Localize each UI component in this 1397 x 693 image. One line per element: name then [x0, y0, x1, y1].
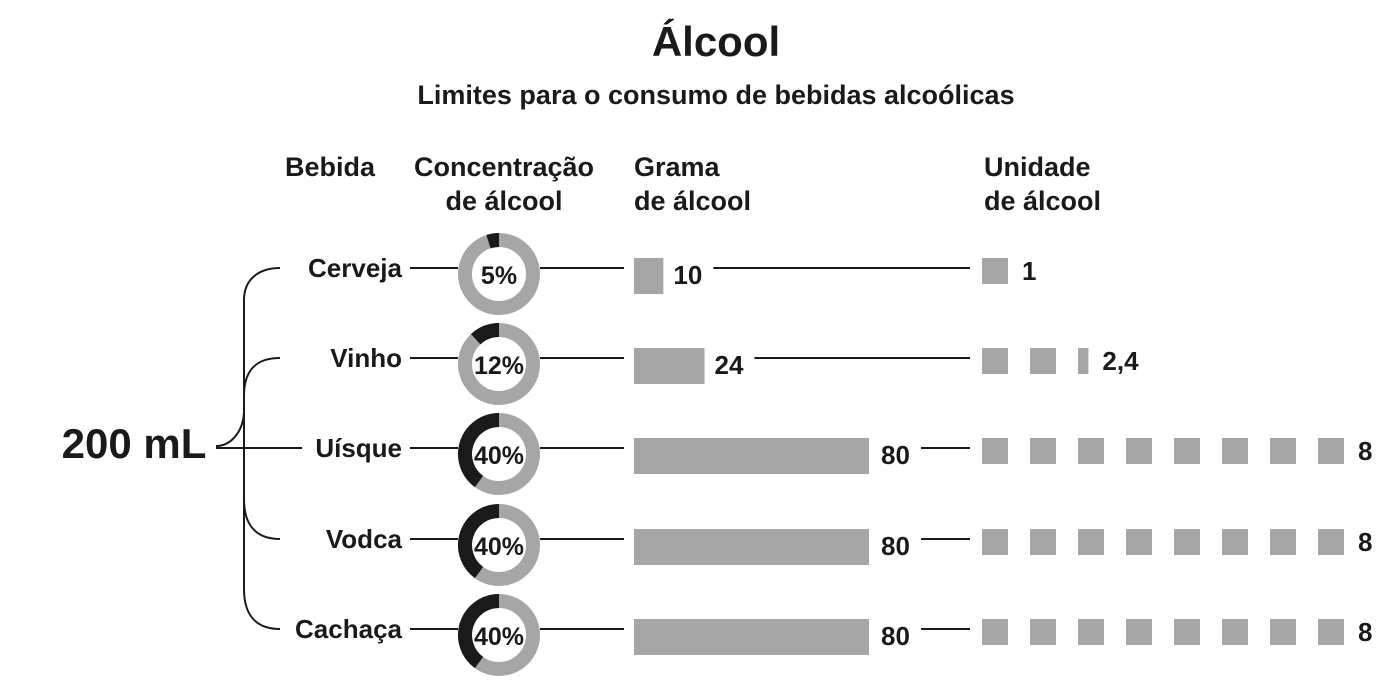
header-bebida: Bebida: [285, 152, 376, 182]
brace-branch-vinho: [243, 357, 281, 397]
brace-branch-cachaça: [243, 588, 281, 630]
header-concentracao-line1: Concentração: [414, 152, 594, 182]
beverage-label: Cachaça: [295, 614, 402, 644]
grams-value: 80: [881, 440, 910, 470]
unit-square: [1270, 529, 1296, 555]
unit-square: [1222, 619, 1248, 645]
rows-layer: Cerveja 5% 10 1 Vinho 12% 24 2,4 Uísque 40% 80 8 Vod…: [216, 233, 1372, 676]
grams-value: 80: [881, 531, 910, 561]
unit-square: [1270, 438, 1296, 464]
unit-square: [1126, 438, 1152, 464]
concentration-value: 5%: [481, 262, 517, 290]
grams-value: 80: [881, 621, 910, 651]
unit-square: [1222, 529, 1248, 555]
unit-square: [1126, 619, 1152, 645]
brace-branch-vodca: [243, 498, 281, 540]
unit-square-partial: [1078, 348, 1089, 374]
unit-square: [1030, 619, 1056, 645]
grams-bar: [634, 529, 869, 565]
units-value: 2,4: [1102, 346, 1139, 376]
units-value: 1: [1022, 256, 1036, 286]
grams-bar: [634, 619, 869, 655]
grams-value: 24: [715, 350, 744, 380]
unit-square: [982, 619, 1008, 645]
beverage-label: Cerveja: [308, 253, 402, 283]
unit-square: [1174, 438, 1200, 464]
units-value: 8: [1358, 617, 1372, 647]
header-concentracao-line2: de álcool: [445, 186, 562, 216]
concentration-ring-fill: [458, 413, 500, 488]
grams-bar: [634, 258, 664, 294]
grams-bar: [634, 438, 869, 474]
grams-bar: [634, 348, 705, 384]
unit-square: [1078, 529, 1104, 555]
concentration-value: 12%: [474, 352, 524, 380]
unit-square: [1078, 619, 1104, 645]
unit-square: [1126, 529, 1152, 555]
concentration-ring-fill: [458, 594, 500, 669]
grams-value: 10: [673, 260, 702, 290]
unit-square: [1318, 438, 1344, 464]
volume-brace: [215, 267, 281, 447]
unit-square: [982, 438, 1008, 464]
units-value: 8: [1358, 436, 1372, 466]
chart-subtitle: Limites para o consumo de bebidas alcoól…: [417, 80, 1014, 110]
unit-square: [982, 348, 1008, 374]
unit-square: [1174, 619, 1200, 645]
header-grama-line2: de álcool: [634, 186, 751, 216]
concentration-value: 40%: [474, 623, 524, 651]
volume-label: 200 mL: [62, 420, 207, 467]
unit-square: [1030, 529, 1056, 555]
header-unidade-line2: de álcool: [984, 186, 1101, 216]
unit-square: [1270, 619, 1296, 645]
unit-square: [1078, 438, 1104, 464]
header-unidade-line1: Unidade: [984, 152, 1091, 182]
header-grama-line1: Grama: [634, 152, 721, 182]
unit-square: [1318, 529, 1344, 555]
beverage-label: Vodca: [326, 524, 403, 554]
concentration-ring-fill: [486, 233, 500, 249]
unit-square: [1318, 619, 1344, 645]
concentration-ring-fill: [458, 504, 500, 579]
unit-square: [982, 529, 1008, 555]
unit-square: [1174, 529, 1200, 555]
concentration-value: 40%: [474, 442, 524, 470]
units-value: 8: [1358, 527, 1372, 557]
unit-square: [1222, 438, 1248, 464]
concentration-ring-fill: [470, 323, 500, 345]
unit-square: [982, 258, 1008, 284]
unit-square: [1030, 438, 1056, 464]
unit-square: [1030, 348, 1056, 374]
chart-title: Álcool: [652, 18, 780, 65]
concentration-value: 40%: [474, 533, 524, 561]
beverage-label: Uísque: [315, 433, 402, 463]
beverage-label: Vinho: [330, 343, 402, 373]
